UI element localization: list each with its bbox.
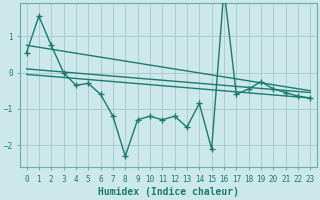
X-axis label: Humidex (Indice chaleur): Humidex (Indice chaleur) [98, 186, 239, 197]
